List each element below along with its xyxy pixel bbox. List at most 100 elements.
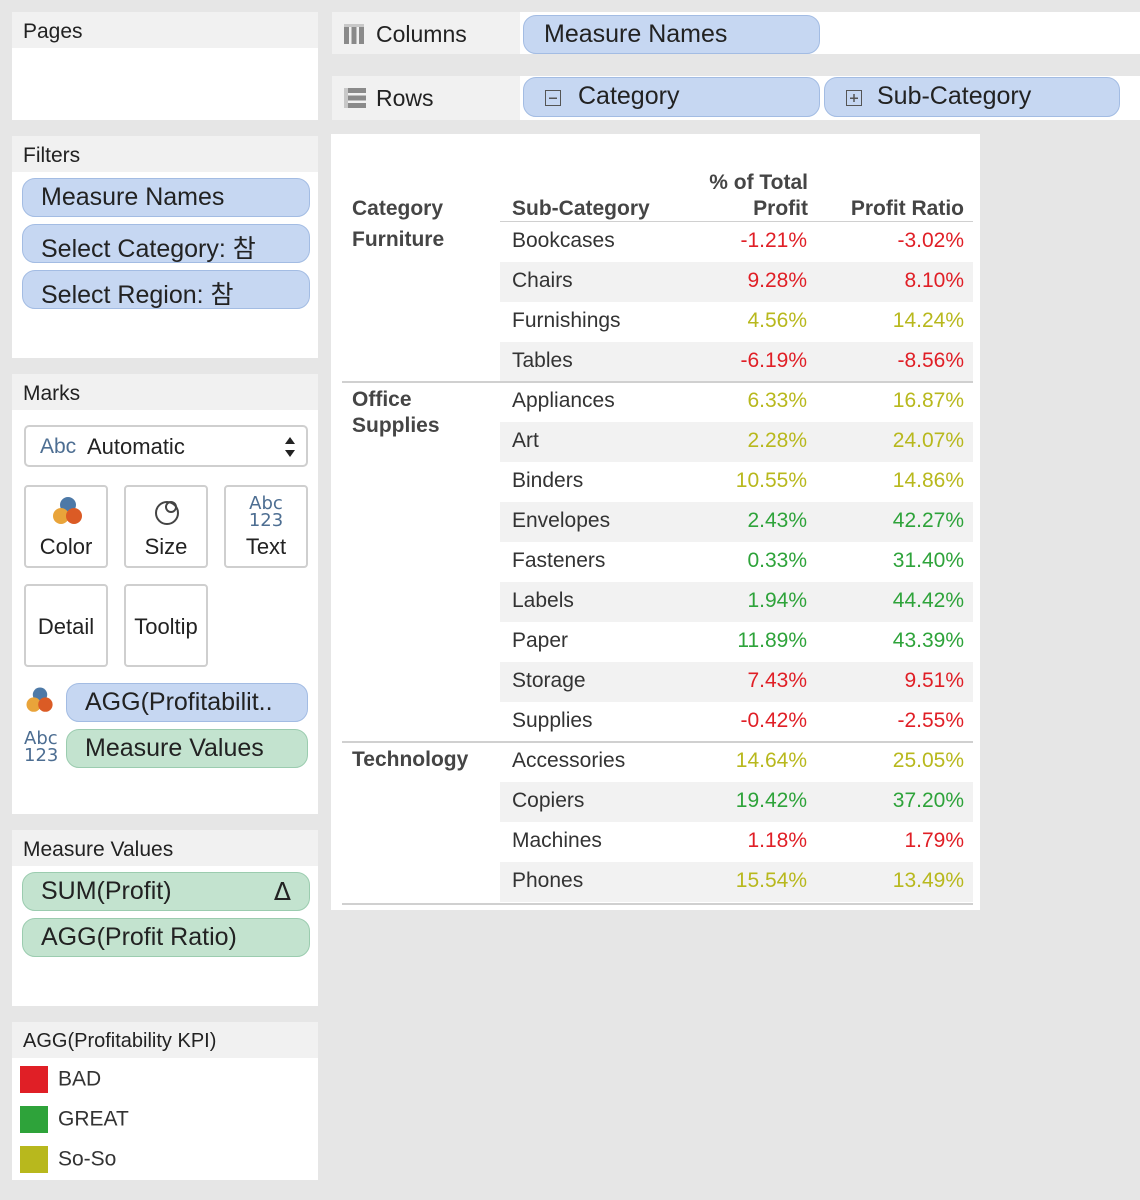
size-icon (155, 501, 179, 525)
measure-values-title: Measure Values (12, 830, 318, 866)
tooltip-button[interactable]: Tooltip (124, 584, 208, 667)
legend-item-great[interactable]: GREAT (20, 1106, 129, 1133)
table-row[interactable]: Envelopes 2.43% 42.27% (500, 502, 973, 542)
color-icon (51, 497, 85, 527)
table-row[interactable]: Fasteners 0.33% 31.40% (500, 542, 973, 582)
measure-values-card[interactable]: Measure Values SUM(Profit) Δ AGG(Profit … (12, 830, 318, 1006)
table-row[interactable]: Art 2.28% 24.07% (500, 422, 973, 462)
table-row[interactable]: Binders 10.55% 14.86% (500, 462, 973, 502)
legend-title: AGG(Profitability KPI) (12, 1022, 318, 1058)
size-button[interactable]: Size (124, 485, 208, 568)
filter-pill-measure-names[interactable]: Measure Names (22, 178, 310, 217)
pages-card[interactable]: Pages (12, 12, 318, 120)
legend-item-bad[interactable]: BAD (20, 1066, 101, 1093)
category-label[interactable]: Technology (352, 748, 469, 771)
header-category: Category (352, 197, 444, 220)
legend-swatch (20, 1066, 48, 1093)
pages-title: Pages (12, 12, 318, 48)
table-row[interactable]: Accessories 14.64% 25.05% (500, 742, 973, 782)
group-divider (342, 381, 973, 383)
legend-card[interactable]: AGG(Profitability KPI) BAD GREAT So-So (12, 1022, 318, 1180)
columns-icon (344, 24, 364, 44)
rows-pill-label: Category (578, 82, 680, 110)
columns-shelf-label: Columns (332, 12, 520, 54)
color-button-label: Color (39, 534, 93, 559)
table-row[interactable]: Storage 7.43% 9.51% (500, 662, 973, 702)
legend-item-soso[interactable]: So-So (20, 1146, 116, 1173)
table-row[interactable]: Appliances 6.33% 16.87% (500, 382, 973, 422)
profit-ratio-cell: -2.55% (897, 709, 964, 732)
profit-ratio-cell: 42.27% (892, 509, 964, 532)
filter-pill-select-category[interactable]: Select Category: 참 (22, 224, 310, 263)
table-row[interactable]: Bookcases -1.21% -3.02% (500, 222, 973, 262)
pct-total-profit-cell: -6.19% (740, 349, 807, 372)
profit-ratio-cell: -8.56% (897, 349, 964, 372)
table-row[interactable]: Chairs 9.28% 8.10% (500, 262, 973, 302)
abc123-icon: Abc 123 (248, 493, 284, 531)
color-button[interactable]: Color (24, 485, 108, 568)
subcategory-cell: Phones (512, 869, 584, 892)
detail-button[interactable]: Detail (24, 584, 108, 667)
filter-pill-select-region[interactable]: Select Region: 참 (22, 270, 310, 309)
subcategory-cell: Accessories (512, 749, 626, 772)
category-label[interactable]: Furniture (352, 228, 445, 251)
mark-type-dropdown[interactable]: Abc Automatic (24, 425, 308, 467)
rows-pill-subcategory[interactable]: Sub-Category (824, 77, 1120, 117)
pct-total-profit-cell: 9.28% (747, 269, 807, 292)
filters-title: Filters (12, 136, 318, 172)
subcategory-cell: Labels (512, 589, 574, 612)
legend-label: BAD (58, 1067, 102, 1091)
measure-pill-profit-ratio[interactable]: AGG(Profit Ratio) (22, 918, 310, 957)
table-row[interactable]: Tables -6.19% -8.56% (500, 342, 973, 382)
table-row[interactable]: Supplies -0.42% -2.55% (500, 702, 973, 742)
rows-pill-category[interactable]: Category (523, 77, 820, 117)
expand-icon[interactable] (846, 90, 862, 106)
profit-ratio-cell: -3.02% (897, 229, 964, 252)
color-encoding-pill[interactable]: AGG(Profitabilit.. (66, 683, 308, 722)
profit-ratio-cell: 14.86% (892, 469, 964, 492)
profit-ratio-cell: 14.24% (892, 309, 964, 332)
filters-card[interactable]: Filters Measure Names Select Category: 참… (12, 136, 318, 358)
pct-total-profit-cell: 19.42% (735, 789, 807, 812)
table-row[interactable]: Labels 1.94% 44.42% (500, 582, 973, 622)
measure-pill-sum-profit[interactable]: SUM(Profit) Δ (22, 872, 310, 911)
category-label[interactable]: Office Supplies (352, 388, 440, 437)
subcategory-cell: Supplies (512, 709, 593, 732)
table-row[interactable]: Copiers 19.42% 37.20% (500, 782, 973, 822)
profit-ratio-cell: 8.10% (904, 269, 964, 292)
legend-swatch (20, 1146, 48, 1173)
profit-ratio-cell: 31.40% (892, 549, 964, 572)
pct-total-profit-cell: 14.64% (735, 749, 807, 772)
rows-shelf[interactable]: Rows Category Sub-Category (332, 76, 1140, 120)
text-encoding-pill[interactable]: Measure Values (66, 729, 308, 768)
subcategory-cell: Chairs (512, 269, 573, 292)
group-divider (342, 741, 973, 743)
columns-shelf[interactable]: Columns Measure Names (332, 12, 1140, 54)
collapse-icon[interactable] (545, 90, 561, 106)
detail-button-label: Detail (37, 614, 95, 639)
subcategory-cell: Furnishings (512, 309, 621, 332)
table-row[interactable]: Furnishings 4.56% 14.24% (500, 302, 973, 342)
legend-label: So-So (58, 1147, 117, 1171)
pct-total-profit-cell: 0.33% (747, 549, 807, 572)
subcategory-cell: Bookcases (512, 229, 615, 252)
pct-total-profit-cell: 7.43% (747, 669, 807, 692)
table-row[interactable]: Machines 1.18% 1.79% (500, 822, 973, 862)
profit-ratio-cell: 24.07% (892, 429, 964, 452)
marks-card[interactable]: Marks Abc Automatic Color Size Abc 123 Te… (12, 374, 318, 814)
viz-table[interactable]: Category Sub-Category % of Total Profit P… (331, 134, 980, 910)
text-button[interactable]: Abc 123 Text (224, 485, 308, 568)
text-button-label: Text (245, 534, 287, 559)
color-encoding-icon (25, 687, 56, 715)
profit-ratio-cell: 1.79% (904, 829, 964, 852)
subcategory-cell: Storage (512, 669, 586, 692)
table-row[interactable]: Phones 15.54% 13.49% (500, 862, 973, 902)
header-subcategory: Sub-Category (512, 197, 650, 220)
subcategory-cell: Tables (512, 349, 573, 372)
header-pct-total-profit: % of Total Profit (709, 171, 808, 220)
pct-total-profit-cell: 2.28% (747, 429, 807, 452)
table-row[interactable]: Paper 11.89% 43.39% (500, 622, 973, 662)
measure-pill-label: SUM(Profit) (41, 877, 172, 905)
mark-type-label: Automatic (87, 434, 185, 459)
columns-pill-measure-names[interactable]: Measure Names (523, 15, 820, 54)
